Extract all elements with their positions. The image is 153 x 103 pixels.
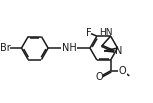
Text: O: O [119, 66, 126, 76]
Text: Br: Br [0, 43, 11, 53]
Text: O: O [95, 72, 103, 82]
Text: F: F [86, 28, 92, 38]
Text: N: N [115, 46, 123, 56]
Text: HN: HN [99, 28, 112, 37]
Text: NH: NH [62, 43, 76, 53]
